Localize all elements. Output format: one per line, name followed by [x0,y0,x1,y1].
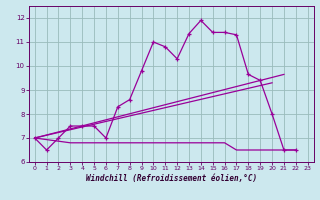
X-axis label: Windchill (Refroidissement éolien,°C): Windchill (Refroidissement éolien,°C) [86,174,257,183]
